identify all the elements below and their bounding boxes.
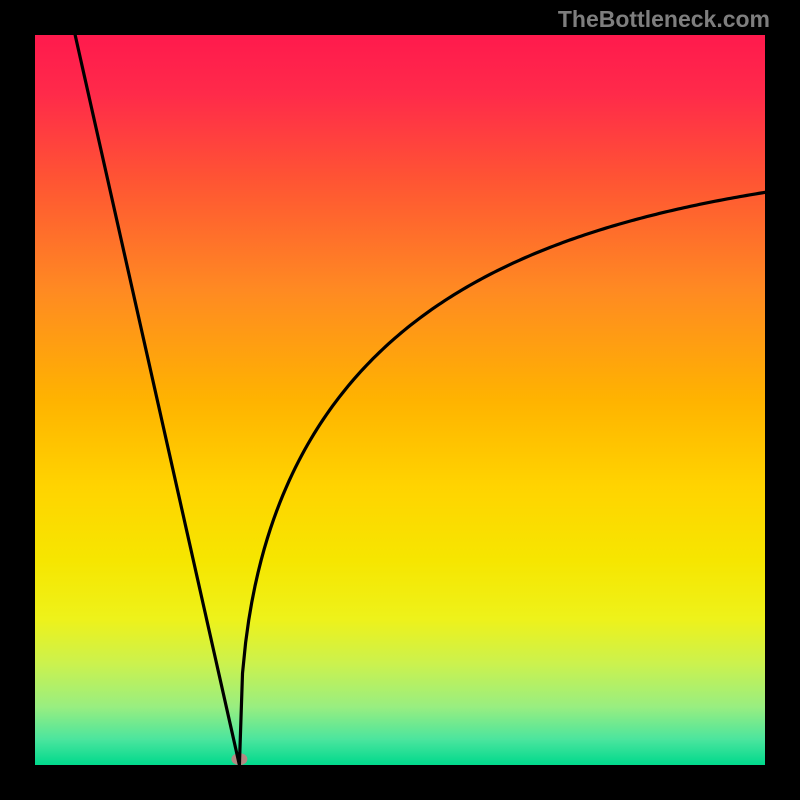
watermark-text: TheBottleneck.com [558,6,770,33]
chart-svg [35,35,765,765]
chart-area [35,35,765,765]
gradient-background [35,35,765,765]
